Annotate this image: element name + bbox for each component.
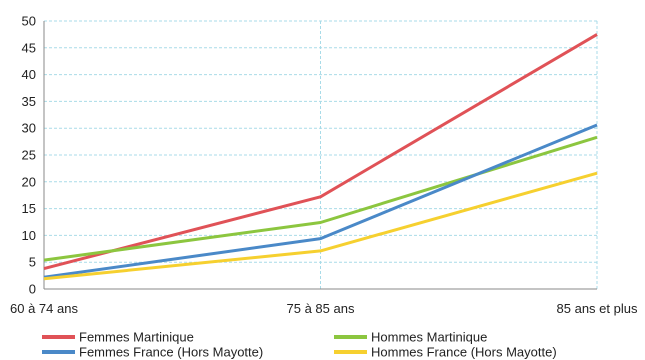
legend-item: Hommes France (Hors Mayotte) (334, 345, 557, 360)
y-tick-label: 15 (22, 201, 36, 216)
y-tick-label: 25 (22, 148, 36, 163)
x-axis-tick-labels: 60 à 74 ans 75 à 85 ans 85 ans et plus (10, 301, 638, 316)
y-tick-label: 45 (22, 40, 36, 55)
y-tick-label: 40 (22, 67, 36, 82)
series-line-1 (43, 33, 598, 271)
series-line-4 (43, 171, 598, 281)
legend-item: Femmes Martinique (42, 330, 194, 345)
legend-label: Hommes France (Hors Mayotte) (371, 345, 557, 360)
legend-item: Hommes Martinique (334, 330, 487, 345)
x-tick-label: 60 à 74 ans (10, 301, 78, 316)
y-tick-label: 10 (22, 228, 36, 243)
legend: Femmes Martinique Hommes Martinique Femmes… (42, 330, 557, 360)
x-tick-label: 75 à 85 ans (287, 301, 355, 316)
axes (43, 21, 597, 290)
x-tick-label: 85 ans et plus (557, 301, 638, 316)
y-tick-label: 0 (29, 282, 36, 297)
y-axis-tick-labels: 0 5 10 15 20 25 30 35 40 45 50 (22, 14, 36, 297)
legend-label: Hommes Martinique (371, 330, 487, 345)
gridlines (44, 20, 598, 289)
legend-label: Femmes France (Hors Mayotte) (79, 345, 263, 360)
series-line-2 (43, 135, 598, 262)
y-tick-label: 5 (29, 255, 36, 270)
y-tick-label: 30 (22, 121, 36, 136)
y-tick-label: 20 (22, 174, 36, 189)
series-lines (43, 33, 598, 281)
y-tick-label: 50 (22, 14, 36, 29)
series-line-3 (43, 123, 598, 279)
y-tick-label: 35 (22, 94, 36, 109)
legend-label: Femmes Martinique (79, 330, 194, 345)
legend-item: Femmes France (Hors Mayotte) (42, 345, 263, 360)
